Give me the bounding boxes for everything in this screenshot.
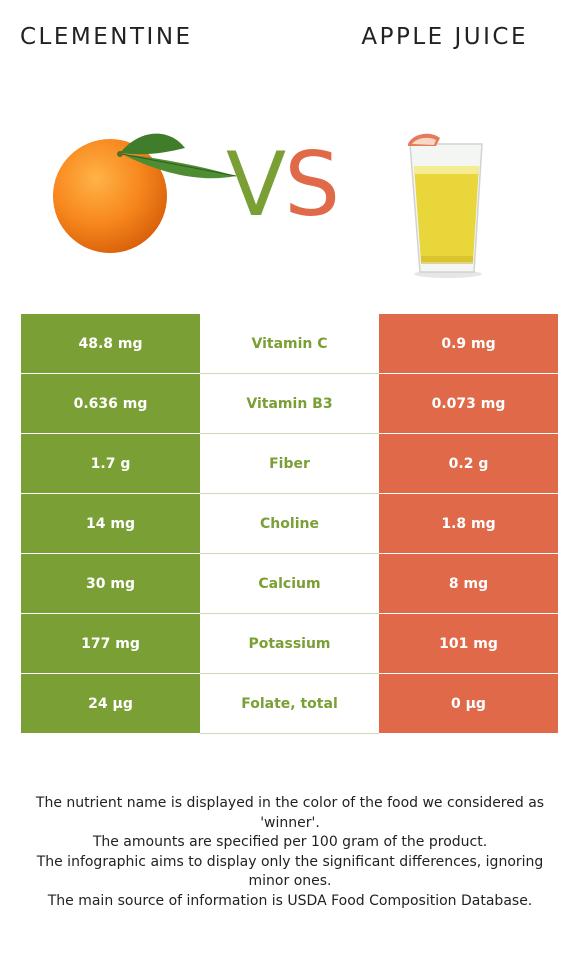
right-value: 8 mg [379,553,558,614]
left-value: 1.7 g [21,433,200,494]
clementine-image [53,133,237,253]
nutrient-name: Vitamin C [200,314,379,374]
footer-note: The amounts are specified per 100 gram o… [92,834,488,850]
table-row: 177 mg Potassium 101 mg [21,613,558,674]
left-value: 30 mg [21,553,200,614]
table-row: 0.636 mg Vitamin B3 0.073 mg [21,373,558,434]
nutrient-name: Fiber [200,433,379,494]
footer-notes: The nutrient name is displayed in the co… [20,794,560,911]
table-row: 1.7 g Fiber 0.2 g [21,433,558,494]
table-row: 48.8 mg Vitamin C 0.9 mg [21,314,558,374]
footer-note: The nutrient name is displayed in the co… [35,795,545,831]
nutrient-name: Folate, total [200,673,379,734]
left-value: 24 µg [21,673,200,734]
left-value: 0.636 mg [21,373,200,434]
left-value: 177 mg [21,613,200,674]
left-food-title: CLEMENTINE [20,24,193,50]
footer-note: The infographic aims to display only the… [36,853,544,890]
right-value: 1.8 mg [379,493,558,554]
right-value: 0.2 g [379,433,558,494]
right-value: 0 µg [379,673,558,734]
nutrient-name: Vitamin B3 [200,373,379,434]
table-row: 24 µg Folate, total 0 µg [21,673,558,734]
right-value: 101 mg [379,613,558,674]
table-row: 30 mg Calcium 8 mg [21,553,558,614]
left-value: 48.8 mg [21,314,200,374]
right-food-title: APPLE JUICE [361,24,528,50]
left-value: 14 mg [21,493,200,554]
table-row: 14 mg Choline 1.8 mg [21,493,558,554]
nutrient-name: Calcium [200,553,379,614]
nutrient-name: Potassium [200,613,379,674]
vs-label: VS [226,133,340,236]
apple-juice-image [408,133,483,278]
comparison-table: 48.8 mg Vitamin C 0.9 mg 0.636 mg Vitamin B3… [21,314,558,734]
footer-note: The main source of information is USDA F… [47,892,533,909]
nutrient-name: Choline [200,493,379,554]
right-value: 0.073 mg [379,373,558,434]
right-value: 0.9 mg [379,314,558,374]
